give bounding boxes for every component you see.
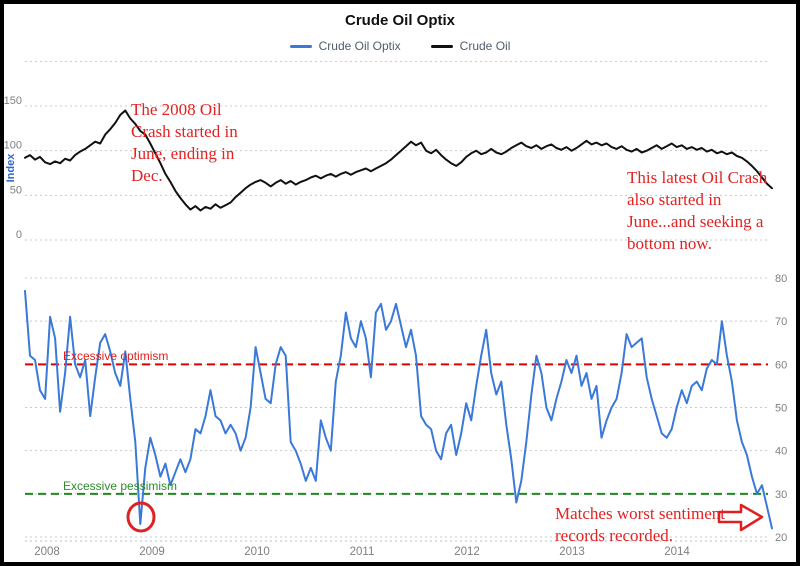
legend-item-optix[interactable]: Crude Oil Optix — [289, 39, 401, 53]
crude-oil-line — [24, 109, 773, 212]
axis-tick-label: 20 — [775, 532, 787, 544]
axis-tick-label: 2011 — [350, 546, 375, 558]
axis-tick-label: 50 — [10, 184, 22, 196]
crude-series-swatch-icon — [430, 44, 453, 48]
axis-tick-label: 0 — [16, 229, 22, 241]
axis-tick-label: 70 — [775, 316, 787, 328]
axis-tick-label: 100 — [4, 140, 22, 152]
crude-oil-optix-line — [24, 289, 773, 530]
optix-series-swatch-icon — [289, 44, 312, 48]
excessive-optimism-label: Excessive optimism — [63, 349, 169, 363]
legend-label-crude: Crude Oil — [459, 39, 511, 53]
legend: Crude Oil Optix Crude Oil — [4, 39, 796, 53]
axis-tick-label: 50 — [775, 402, 787, 414]
axis-tick-label: 2013 — [559, 546, 585, 558]
axis-tick-label: 40 — [775, 446, 787, 458]
excessive-pessimism-label: Excessive pessimism — [63, 479, 178, 493]
axis-tick-label: 30 — [775, 489, 787, 501]
axis-tick-label: 2012 — [454, 546, 480, 558]
legend-label-optix: Crude Oil Optix — [318, 39, 401, 53]
red-arrow-icon — [717, 503, 764, 532]
legend-item-crude[interactable]: Crude Oil — [430, 39, 511, 53]
axis-tick-label: 2009 — [139, 546, 165, 558]
axis-tick-label: 60 — [775, 359, 787, 371]
axis-tick-label: 2010 — [244, 546, 270, 558]
page-title: Crude Oil Optix — [344, 12, 455, 29]
axis-tick-label: 150 — [4, 95, 22, 107]
annotation-worst-sentiment: Matches worst sentiment records recorded… — [555, 504, 725, 545]
axis-tick-label: 2014 — [664, 546, 690, 558]
axis-tick-label: 2008 — [34, 546, 60, 558]
annotation-2008-crash: The 2008 Oil Crash started in June, endi… — [131, 100, 238, 185]
red-circle-annotation — [126, 501, 156, 533]
axis-tick-label: 80 — [775, 273, 787, 285]
annotation-2014-crash: This latest Oil Crash also started in Ju… — [627, 168, 768, 253]
